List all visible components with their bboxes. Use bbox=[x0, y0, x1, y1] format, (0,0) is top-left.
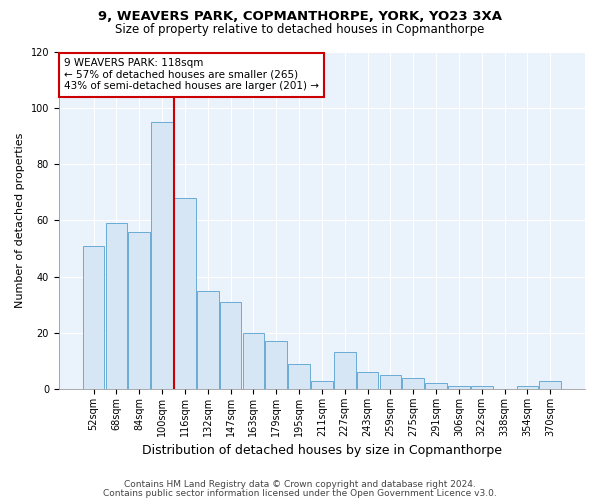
Bar bbox=[106, 223, 127, 389]
Bar bbox=[334, 352, 356, 389]
Bar bbox=[128, 232, 150, 389]
Bar bbox=[265, 341, 287, 389]
Bar bbox=[380, 375, 401, 389]
Bar bbox=[517, 386, 538, 389]
Bar bbox=[242, 333, 264, 389]
Bar bbox=[174, 198, 196, 389]
Bar bbox=[197, 290, 218, 389]
Bar bbox=[425, 384, 447, 389]
Bar bbox=[539, 380, 561, 389]
Bar bbox=[83, 246, 104, 389]
Text: 9 WEAVERS PARK: 118sqm
← 57% of detached houses are smaller (265)
43% of semi-de: 9 WEAVERS PARK: 118sqm ← 57% of detached… bbox=[64, 58, 319, 92]
Text: Size of property relative to detached houses in Copmanthorpe: Size of property relative to detached ho… bbox=[115, 22, 485, 36]
Bar bbox=[357, 372, 379, 389]
Text: Contains HM Land Registry data © Crown copyright and database right 2024.: Contains HM Land Registry data © Crown c… bbox=[124, 480, 476, 489]
Bar bbox=[288, 364, 310, 389]
X-axis label: Distribution of detached houses by size in Copmanthorpe: Distribution of detached houses by size … bbox=[142, 444, 502, 458]
Bar bbox=[471, 386, 493, 389]
Bar bbox=[403, 378, 424, 389]
Y-axis label: Number of detached properties: Number of detached properties bbox=[15, 132, 25, 308]
Text: Contains public sector information licensed under the Open Government Licence v3: Contains public sector information licen… bbox=[103, 488, 497, 498]
Bar bbox=[311, 380, 333, 389]
Bar bbox=[448, 386, 470, 389]
Bar bbox=[220, 302, 241, 389]
Bar bbox=[151, 122, 173, 389]
Text: 9, WEAVERS PARK, COPMANTHORPE, YORK, YO23 3XA: 9, WEAVERS PARK, COPMANTHORPE, YORK, YO2… bbox=[98, 10, 502, 23]
